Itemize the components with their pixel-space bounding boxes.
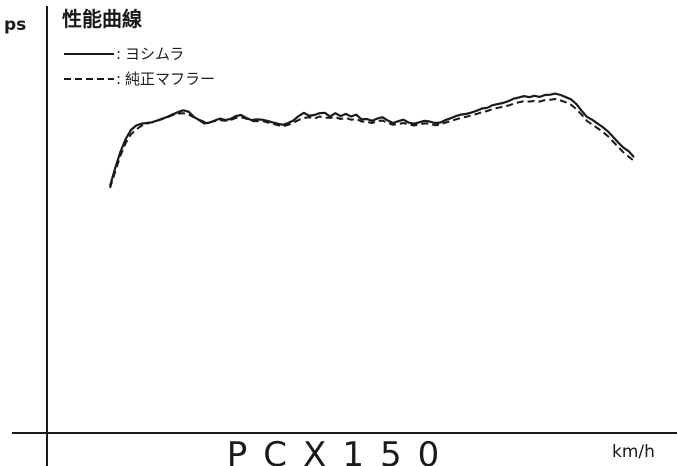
series-line-junsei-muffler bbox=[109, 98, 635, 189]
legend-sep-1: : bbox=[116, 70, 121, 88]
legend: : ヨシムラ : 純正マフラー bbox=[64, 45, 215, 88]
chart-subtitle: PCX150 bbox=[227, 435, 455, 466]
series-line-yoshimura bbox=[108, 92, 635, 187]
x-axis-label: km/h bbox=[612, 442, 655, 462]
chart-title: 性能曲線 bbox=[62, 7, 142, 31]
legend-label-1: 純正マフラー bbox=[125, 70, 215, 88]
legend-sep-0: : bbox=[116, 45, 121, 63]
legend-label-0: ヨシムラ bbox=[125, 45, 184, 63]
y-axis-label: ps bbox=[4, 15, 26, 35]
